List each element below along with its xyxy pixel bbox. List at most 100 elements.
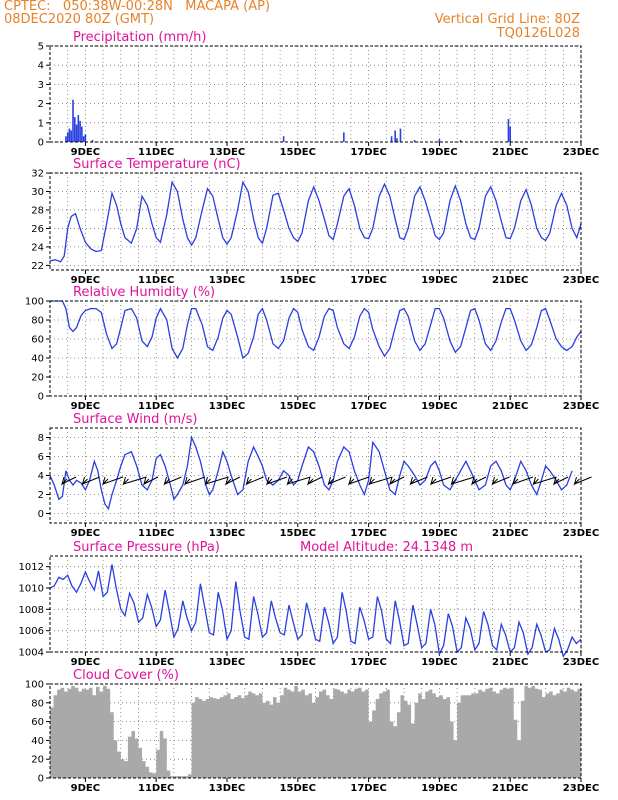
wind-arrow <box>184 476 206 485</box>
header-model-id: TQ0126L028 <box>496 26 580 41</box>
header-run-time: 08DEC2020 80Z (GMT) <box>4 12 155 27</box>
wind-arrow-head <box>224 476 232 486</box>
temperature-series-line <box>49 180 582 263</box>
humidity-ytick-label: 60 <box>31 335 44 346</box>
wind-arrow <box>369 476 393 485</box>
wind-arrow <box>307 476 323 485</box>
wind-arrow-head <box>183 476 191 486</box>
wind-ytick-label: 2 <box>38 490 44 501</box>
wind-arrow <box>143 476 159 485</box>
pressure-xtick-label: 23DEC <box>563 657 599 668</box>
humidity-ytick-label: 0 <box>38 392 44 403</box>
wind-arrow-head <box>450 476 457 486</box>
pressure-xtick-label: 11DEC <box>138 657 174 668</box>
humidity-ytick-label: 40 <box>31 354 44 365</box>
precip-ytick-label: 3 <box>38 80 44 91</box>
pressure-xtick-label: 21DEC <box>492 657 528 668</box>
temperature-frame <box>49 172 582 271</box>
wind-arrow <box>348 476 370 485</box>
humidity-xtick-label: 21DEC <box>492 401 528 412</box>
wind-arrow <box>205 476 229 485</box>
humidity-xtick-label: 17DEC <box>350 401 386 412</box>
header-grid-line: Vertical Grid Line: 80Z <box>434 12 580 27</box>
cloud-ytick-label: 100 <box>25 680 44 691</box>
pressure-frame <box>49 555 582 653</box>
wind-ytick-label: 8 <box>38 433 44 444</box>
precip-ytick-label: 1 <box>38 118 44 129</box>
precip-bar <box>70 130 73 142</box>
precip-bar <box>394 130 396 142</box>
wind-arrow-head <box>204 476 211 486</box>
pressure-ytick-label: 1008 <box>19 605 44 616</box>
wind-xtick-label: 17DEC <box>350 528 386 539</box>
cloud-xtick-label: 17DEC <box>350 783 386 794</box>
cloud-ytick-label: 20 <box>31 755 44 766</box>
precip-bar <box>91 140 94 142</box>
precip-bar <box>68 128 71 142</box>
wind-arrow-head <box>101 476 109 486</box>
pressure-ytick-label: 1006 <box>19 626 44 637</box>
precip-bar <box>438 139 441 142</box>
wind-arrow-head <box>286 476 293 486</box>
humidity-xtick-label: 9DEC <box>71 401 100 412</box>
precip-ytick-label: 2 <box>38 99 44 110</box>
humidity-ytick-label: 20 <box>31 373 44 384</box>
precip-xtick-label: 17DEC <box>350 147 386 158</box>
wind-arrow-head <box>265 476 273 486</box>
wind-arrow <box>430 476 452 485</box>
temperature-title: Surface Temperature (nC) <box>73 157 241 172</box>
precip-bar <box>282 136 285 142</box>
precip-bar <box>509 126 511 142</box>
precip-bar <box>343 132 345 142</box>
humidity-series-line <box>50 300 582 360</box>
pressure-xtick-label: 17DEC <box>350 657 386 668</box>
cloud-title: Cloud Cover (%) <box>73 668 179 683</box>
header-station: CPTEC: 050:38W-00:28N MACAPA (AP) <box>4 0 271 14</box>
cloud-xtick-label: 23DEC <box>563 783 599 794</box>
wind-arrow-head <box>552 476 560 486</box>
cloud-xtick-label: 19DEC <box>421 783 457 794</box>
cloud-frame <box>49 683 582 779</box>
wind-xtick-label: 11DEC <box>138 528 174 539</box>
precip-bar <box>73 117 76 142</box>
wind-arrow <box>225 476 241 485</box>
temperature-xtick-label: 19DEC <box>421 275 457 286</box>
precip-bar <box>72 99 74 142</box>
pressure-xtick-label: 13DEC <box>209 657 245 668</box>
wind-arrow-head <box>60 476 68 486</box>
wind-ytick-label: 6 <box>38 452 44 463</box>
pressure-ytick-label: 1004 <box>19 648 44 659</box>
temperature-xtick-label: 23DEC <box>563 275 599 286</box>
precip-xtick-label: 19DEC <box>421 147 457 158</box>
wind-arrow-head <box>409 476 416 486</box>
pressure-ytick-label: 1012 <box>19 562 44 573</box>
wind-arrow-head <box>491 476 498 486</box>
temperature-ytick-label: 22 <box>31 261 44 272</box>
precip-bar <box>396 138 398 142</box>
wind-arrow-head <box>511 476 519 486</box>
wind-arrow-head <box>122 476 129 486</box>
wind-arrow <box>492 476 510 485</box>
temperature-ytick-label: 32 <box>31 169 44 180</box>
wind-arrow <box>574 476 592 485</box>
precip-ytick-label: 4 <box>38 61 44 72</box>
wind-arrow <box>533 476 557 485</box>
wind-arrow <box>410 476 428 485</box>
wind-xtick-label: 19DEC <box>421 528 457 539</box>
cloud-xtick-label: 13DEC <box>209 783 245 794</box>
precip-xtick-label: 13DEC <box>209 147 245 158</box>
wind-arrow-head <box>163 476 170 486</box>
precip-bar <box>75 124 78 142</box>
pressure-xtick-label: 15DEC <box>280 657 316 668</box>
temperature-xtick-label: 11DEC <box>138 275 174 286</box>
temperature-xtick-label: 9DEC <box>71 275 100 286</box>
precip-title: Precipitation (mm/h) <box>73 30 206 45</box>
temperature-ytick-label: 24 <box>31 242 44 253</box>
wind-arrow <box>471 476 487 485</box>
wind-arrow <box>553 476 569 485</box>
wind-arrow-head <box>573 476 580 486</box>
precip-bar <box>507 118 510 142</box>
wind-arrow-head <box>429 476 437 486</box>
wind-arrow <box>287 476 311 485</box>
